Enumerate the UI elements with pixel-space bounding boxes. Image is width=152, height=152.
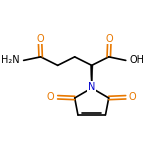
Text: O: O (47, 92, 55, 102)
Text: O: O (129, 92, 136, 102)
Text: O: O (36, 34, 44, 44)
Text: N: N (88, 82, 95, 92)
Text: OH: OH (130, 55, 145, 65)
Polygon shape (90, 65, 93, 88)
Text: O: O (106, 34, 113, 44)
Text: H₂N: H₂N (1, 55, 20, 65)
